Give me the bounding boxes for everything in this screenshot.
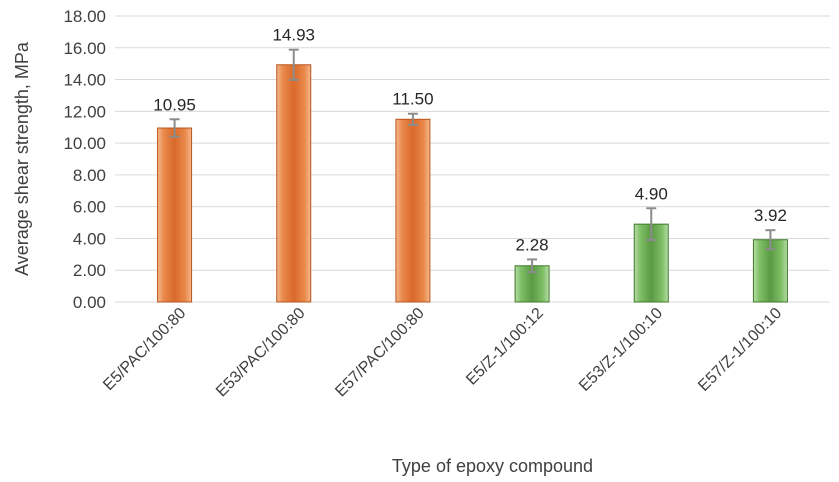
- x-tick-label: E53/Z-1/100:10: [576, 305, 666, 395]
- error-bar: [407, 112, 418, 126]
- data-label: 2.28: [516, 235, 549, 254]
- gridlines: [115, 15, 830, 303]
- data-label: 10.95: [153, 95, 196, 114]
- y-tick-label: 8.00: [73, 166, 106, 185]
- data-label: 14.93: [272, 26, 315, 45]
- y-axis-title: Average shear strength, MPa: [12, 41, 32, 276]
- x-tick-label: E5/PAC/100:80: [100, 305, 189, 394]
- y-tick-label: 14.00: [63, 71, 106, 90]
- y-tick-label: 10.00: [63, 134, 106, 153]
- x-tick-label: E53/PAC/100:80: [213, 305, 309, 401]
- y-tick-label: 12.00: [63, 102, 106, 121]
- y-tick-label: 16.00: [63, 39, 106, 58]
- y-tick-label: 4.00: [73, 229, 106, 248]
- error-bar: [527, 258, 538, 274]
- error-bar: [169, 118, 180, 138]
- y-tick-label: 2.00: [73, 261, 106, 280]
- y-tick-label: 6.00: [73, 198, 106, 217]
- x-tick-label: E57/Z-1/100:10: [695, 305, 785, 395]
- y-tick-label: 0.00: [73, 293, 106, 312]
- y-tick-label: 18.00: [63, 7, 106, 26]
- bar: [395, 118, 431, 303]
- x-tick-label: E57/PAC/100:80: [332, 305, 428, 401]
- data-label: 11.50: [392, 90, 433, 109]
- data-label: 4.90: [635, 184, 668, 203]
- error-bar: [646, 207, 657, 242]
- data-label: 3.92: [754, 206, 787, 225]
- x-tick-label: E5/Z-1/100:12: [463, 305, 547, 389]
- bars: [157, 64, 788, 303]
- error-bar: [288, 48, 299, 81]
- bar: [276, 64, 312, 303]
- error-bars: [169, 48, 776, 274]
- bar: [752, 239, 788, 303]
- bar: [157, 127, 193, 303]
- y-axis-ticks: 0.00 2.00 4.00 6.00 8.00 10.00 12.00 14.00 16.00…: [63, 7, 106, 312]
- x-axis-title: Type of epoxy compound: [392, 456, 593, 476]
- data-labels: 10.95 14.93 11.50 2.28 4.90 3.92: [153, 26, 787, 255]
- x-axis-ticks: E5/PAC/100:80 E53/PAC/100:80 E57/PAC/100:8…: [100, 305, 785, 401]
- error-bar: [765, 229, 776, 251]
